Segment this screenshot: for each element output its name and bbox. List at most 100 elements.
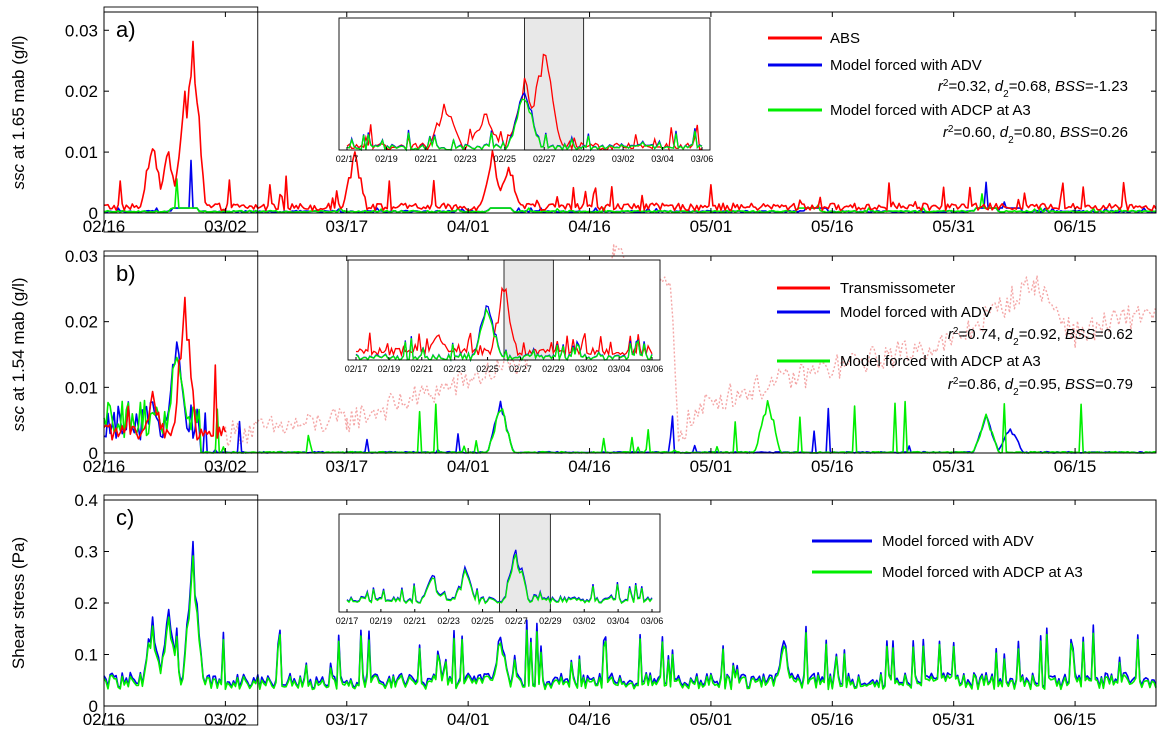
x-tick-label: 06/15 xyxy=(1054,217,1097,236)
panel-label: c) xyxy=(116,505,134,530)
x-tick-label: 04/01 xyxy=(447,217,490,236)
legend-label: Model forced with ADCP at A3 xyxy=(830,102,1031,119)
y-tick-label: 0 xyxy=(89,444,98,463)
y-axis-label-italic: ssc xyxy=(9,406,28,432)
inset-x-tick-label: 03/04 xyxy=(607,616,630,626)
legend-stats-part: 0.74 xyxy=(967,326,996,343)
x-tick-label: 05/01 xyxy=(690,457,733,476)
inset-line-observed xyxy=(355,286,653,358)
legend-stats-part: , xyxy=(996,376,1004,393)
legend-stats-part: 2 xyxy=(1013,337,1019,348)
inset-x-tick-label: 02/25 xyxy=(494,154,517,164)
zoom-window-box xyxy=(103,6,259,233)
inset-x-tick-label: 03/06 xyxy=(691,154,714,164)
inset-axes-box xyxy=(338,513,661,613)
x-tick-label: 05/01 xyxy=(690,710,733,729)
panel-a: 02/16 03/02 03/17 04/01 04/16 05/01 05/16 05/31… xyxy=(9,6,1157,236)
legend-stats-part: , xyxy=(1057,376,1065,393)
series-line-adcp xyxy=(103,356,1157,454)
legend-label: Model forced with ADV xyxy=(882,533,1034,550)
legend-stats-part: BSS xyxy=(1065,326,1095,343)
legend-label: Model forced with ADV xyxy=(830,57,982,74)
legend-stats-part: , xyxy=(996,326,1004,343)
inset-x-tick-label: 03/02 xyxy=(612,154,635,164)
x-tick-label: 04/16 xyxy=(568,217,611,236)
panel-c: 02/16 03/02 03/17 04/01 04/16 05/01 05/16 05/31… xyxy=(9,491,1157,729)
legend-stats-part: = xyxy=(1095,376,1104,393)
legend-stats-part: r xyxy=(943,124,949,141)
legend-stats-part: BSS xyxy=(1055,78,1085,95)
legend-stats-part: BSS xyxy=(1060,124,1090,141)
y-tick-label: 0.03 xyxy=(65,21,98,40)
inset-x-tick-label: 02/27 xyxy=(533,154,556,164)
legend-stats-part: 0.68 xyxy=(1017,78,1046,95)
inset-x-tick-label: 02/19 xyxy=(370,616,393,626)
inset-x-tick-label: 02/21 xyxy=(404,616,427,626)
panel-label: b) xyxy=(116,261,136,286)
legend-stats-part: , xyxy=(991,124,999,141)
y-axis-label-text: at 1.65 mab (g/l) xyxy=(9,35,28,164)
x-tick-label: 04/16 xyxy=(568,457,611,476)
legend-stats-part: 2 xyxy=(948,124,954,135)
inset-axes-box xyxy=(347,259,661,361)
inset-x-tick-label: 02/21 xyxy=(411,364,434,374)
legend-stats-part: , xyxy=(1057,326,1065,343)
legend-stats-part: = xyxy=(1014,124,1023,141)
x-tick-label: 06/15 xyxy=(1054,457,1097,476)
inset-x-tick-label: 02/21 xyxy=(415,154,438,164)
x-tick-label: 05/31 xyxy=(932,710,975,729)
legend-stats-part: d xyxy=(995,78,1004,95)
series-line-adv xyxy=(103,159,1157,214)
legend-stats-part: 2 xyxy=(953,376,959,387)
legend-stats-part: 2 xyxy=(953,326,959,337)
y-tick-label: 0.4 xyxy=(74,491,98,510)
x-tick-label: 05/16 xyxy=(811,217,854,236)
legend-label: Model forced with ADCP at A3 xyxy=(882,564,1083,581)
legend-stats-part: 0.92 xyxy=(1027,326,1056,343)
legend-stats-part: = xyxy=(1019,376,1028,393)
legend-stats-part: 2 xyxy=(1003,89,1009,100)
legend-stats-part: 0.32 xyxy=(957,78,986,95)
inset-axes-box xyxy=(338,17,711,151)
legend-stats-part: -1.23 xyxy=(1094,78,1128,95)
y-tick-label: 0.3 xyxy=(74,543,98,562)
series-line-adcp xyxy=(103,555,1157,691)
zoom-window-box xyxy=(103,250,259,473)
legend-stats-part: = xyxy=(953,124,962,141)
x-tick-label: 05/16 xyxy=(811,457,854,476)
x-tick-label: 04/16 xyxy=(568,710,611,729)
legend-stats-part: = xyxy=(1009,78,1018,95)
x-tick-label: 03/02 xyxy=(204,457,247,476)
y-axis-label: Shear stress (Pa) xyxy=(9,537,28,669)
inset-x-tick-label: 03/06 xyxy=(641,364,664,374)
inset-x-tick-label: 03/02 xyxy=(575,364,598,374)
inset-x-tick-label: 03/02 xyxy=(573,616,596,626)
legend-stats-part: = xyxy=(1085,78,1094,95)
inset-x-tick-label: 02/23 xyxy=(437,616,460,626)
legend-stats-part: = xyxy=(958,326,967,343)
legend-stats-part: = xyxy=(1019,326,1028,343)
inset-chart: 02/17 02/19 02/21 02/23 02/25 02/27 02/29 03/02… xyxy=(336,513,664,626)
inset-chart: 02/17 02/19 02/21 02/23 02/25 02/27 02/29 03/02… xyxy=(345,259,664,374)
x-tick-label: 03/17 xyxy=(325,217,368,236)
inset-x-tick-label: 03/06 xyxy=(641,616,664,626)
inset-highlight-window xyxy=(524,17,585,151)
legend-stats-part: 0.86 xyxy=(967,376,996,393)
legend-stats-part: 2 xyxy=(1008,135,1014,146)
legend-label: Model forced with ADCP at A3 xyxy=(840,353,1041,370)
legend-label: ABS xyxy=(830,30,860,47)
inset-x-tick-label: 02/17 xyxy=(336,616,359,626)
y-tick-label: 0 xyxy=(89,204,98,223)
legend-stats-part: , xyxy=(1047,78,1055,95)
inset-chart: 02/17 02/19 02/21 02/23 02/25 02/27 02/29 03/02… xyxy=(336,17,714,164)
inset-x-tick-label: 02/17 xyxy=(345,364,368,374)
panel-label: a) xyxy=(116,17,136,42)
legend-stats-part: 0.80 xyxy=(1022,124,1051,141)
legend-stats-part: 2 xyxy=(1013,387,1019,398)
legend-stats-part: BSS xyxy=(1065,376,1095,393)
inset-x-tick-label: 02/19 xyxy=(375,154,398,164)
y-tick-label: 0.02 xyxy=(65,82,98,101)
legend-stats-part: d xyxy=(1005,326,1014,343)
y-tick-label: 0.2 xyxy=(74,594,98,613)
inset-x-tick-label: 02/29 xyxy=(542,364,565,374)
